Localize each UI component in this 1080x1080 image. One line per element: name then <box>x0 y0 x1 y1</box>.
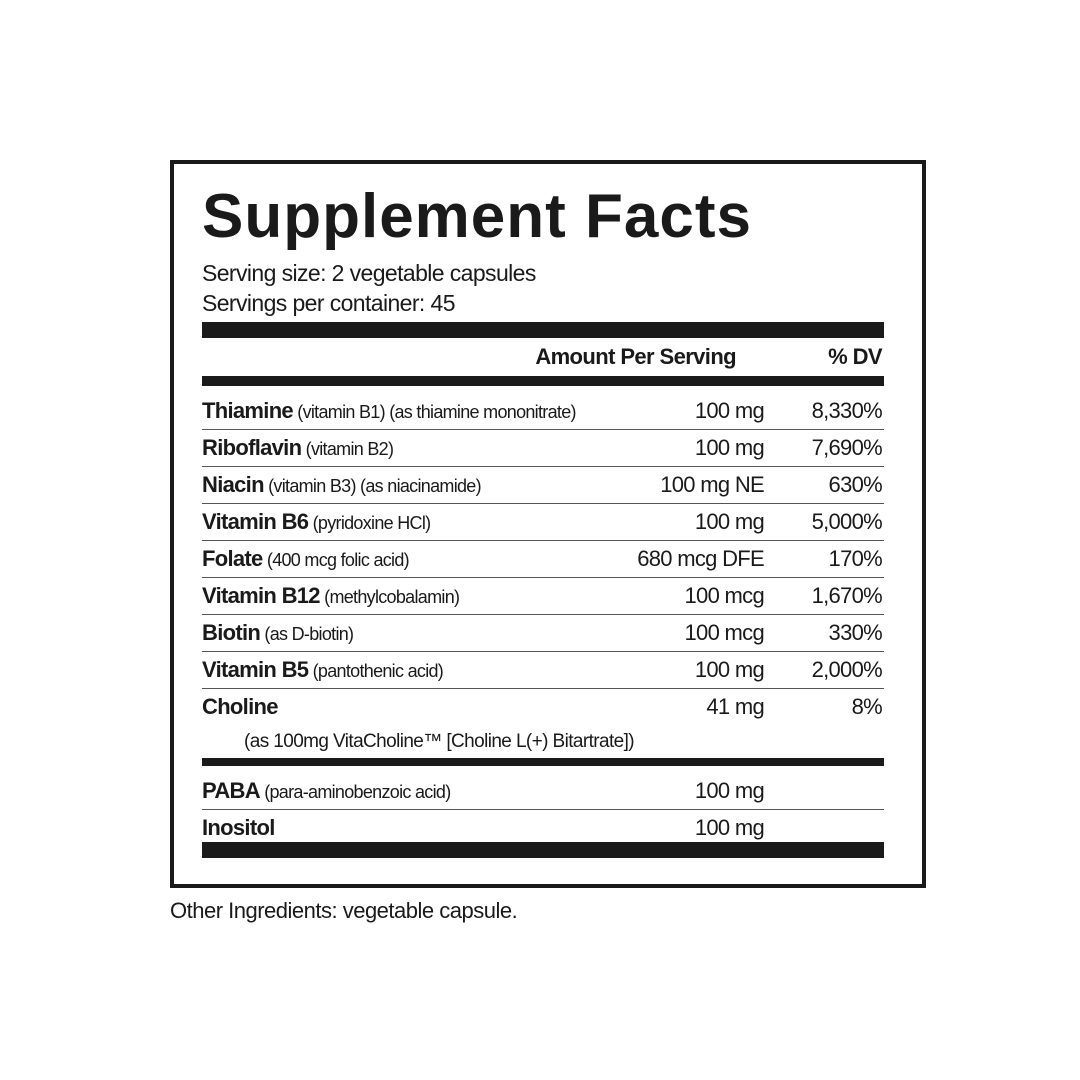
nutrient-detail: (vitamin B1) (as thiamine mononitrate) <box>292 402 576 422</box>
nutrient-dv: 7,690% <box>811 435 883 460</box>
nutrient-name-cell: PABA (para-aminobenzoic acid) <box>202 778 451 804</box>
other-ingredients: Other Ingredients: vegetable capsule. <box>170 898 518 923</box>
choline-note: (as 100mg VitaCholine™ [Choline L(+) Bit… <box>244 731 635 752</box>
nutrient-amount: 680 mcg DFE <box>637 546 764 571</box>
header-divider <box>202 376 884 386</box>
nutrient-name-cell: Riboflavin (vitamin B2) <box>202 435 394 461</box>
nutrient-dv: 2,000% <box>811 657 883 682</box>
nutrient-dv: 330% <box>828 620 883 645</box>
nutrient-row: Vitamin B6 (pyridoxine HCl) 100 mg 5,000% <box>202 503 884 541</box>
serving-size: Serving size: 2 vegetable capsules <box>202 260 536 286</box>
nutrient-dv: 170% <box>828 546 883 571</box>
nutrient-detail: (as D-biotin) <box>260 624 354 644</box>
nutrient-dv: 1,670% <box>811 583 883 608</box>
nutrient-amount: 100 mg <box>694 778 765 803</box>
nutrient-name: Choline <box>202 694 278 719</box>
nutrient-amount: 100 mg <box>694 435 765 460</box>
amount-header: Amount Per Serving <box>535 344 736 369</box>
panel-title: Supplement Facts <box>202 182 752 251</box>
nutrient-detail: (400 mcg folic acid) <box>262 550 410 570</box>
nutrient-row: Thiamine (vitamin B1) (as thiamine monon… <box>202 392 884 430</box>
nutrient-detail: (para-aminobenzoic acid) <box>259 782 451 802</box>
nutrient-amount: 100 mcg <box>684 620 765 645</box>
nutrient-amount: 41 mg <box>706 694 764 719</box>
nutrient-name-cell: Folate (400 mcg folic acid) <box>202 546 410 572</box>
nutrient-name: Biotin <box>202 620 261 645</box>
nutrient-row: Folate (400 mcg folic acid) 680 mcg DFE 17… <box>202 540 884 578</box>
nutrient-name-cell: Vitamin B5 (pantothenic acid) <box>202 657 444 683</box>
nutrient-name-cell: Thiamine (vitamin B1) (as thiamine monon… <box>202 398 577 424</box>
nutrient-dv: 8,330% <box>811 398 883 423</box>
nutrient-detail: (pantothenic acid) <box>308 661 444 681</box>
nutrient-amount: 100 mcg <box>684 583 765 608</box>
nutrient-name-cell: Vitamin B12 (methylcobalamin) <box>202 583 460 609</box>
nutrient-row: Riboflavin (vitamin B2) 100 mg 7,690% <box>202 429 884 467</box>
nutrient-name: PABA <box>202 778 261 803</box>
nutrient-row: Choline 41 mg 8% <box>202 688 884 758</box>
nutrient-name: Inositol <box>202 815 275 840</box>
nutrient-name-cell: Inositol <box>202 815 275 841</box>
nutrient-row: Vitamin B12 (methylcobalamin) 100 mcg 1,67… <box>202 577 884 615</box>
nutrient-row: PABA (para-aminobenzoic acid) 100 mg <box>202 772 884 810</box>
nutrient-name-cell: Choline <box>202 694 278 720</box>
nutrient-name: Vitamin B12 <box>202 583 321 608</box>
nutrient-row: Inositol 100 mg <box>202 809 884 846</box>
nutrient-dv: 5,000% <box>811 509 883 534</box>
nutrient-name: Folate <box>202 546 263 571</box>
nutrient-amount: 100 mg <box>694 398 765 423</box>
nutrient-name: Niacin <box>202 472 265 497</box>
section-divider <box>202 758 884 766</box>
nutrient-name: Riboflavin <box>202 435 302 460</box>
nutrient-amount: 100 mg <box>694 815 765 840</box>
dv-header: % DV <box>828 344 882 369</box>
nutrient-row: Niacin (vitamin B3) (as niacinamide) 100 … <box>202 466 884 504</box>
nutrient-name-cell: Niacin (vitamin B3) (as niacinamide) <box>202 472 482 498</box>
supplement-facts-panel: Supplement Facts Serving size: 2 vegetab… <box>170 160 926 888</box>
nutrient-name: Vitamin B5 <box>202 657 309 682</box>
nutrient-row: Biotin (as D-biotin) 100 mcg 330% <box>202 614 884 652</box>
nutrient-detail: (methylcobalamin) <box>319 587 460 607</box>
nutrient-name-cell: Biotin (as D-biotin) <box>202 620 354 646</box>
nutrient-name: Vitamin B6 <box>202 509 309 534</box>
bottom-divider <box>202 842 884 858</box>
nutrient-name: Thiamine <box>202 398 294 423</box>
nutrient-amount: 100 mg NE <box>660 472 764 497</box>
nutrient-dv: 630% <box>828 472 883 497</box>
thick-divider <box>202 322 884 338</box>
nutrient-detail: (vitamin B2) <box>301 439 394 459</box>
nutrient-row: Vitamin B5 (pantothenic acid) 100 mg 2,000… <box>202 651 884 689</box>
nutrient-amount: 100 mg <box>694 657 765 682</box>
nutrient-detail: (pyridoxine HCl) <box>308 513 432 533</box>
nutrient-amount: 100 mg <box>694 509 765 534</box>
nutrient-name-cell: Vitamin B6 (pyridoxine HCl) <box>202 509 432 535</box>
servings-per-container: Servings per container: 45 <box>202 290 455 316</box>
nutrient-detail: (vitamin B3) (as niacinamide) <box>263 476 481 496</box>
nutrient-dv: 8% <box>851 694 883 719</box>
